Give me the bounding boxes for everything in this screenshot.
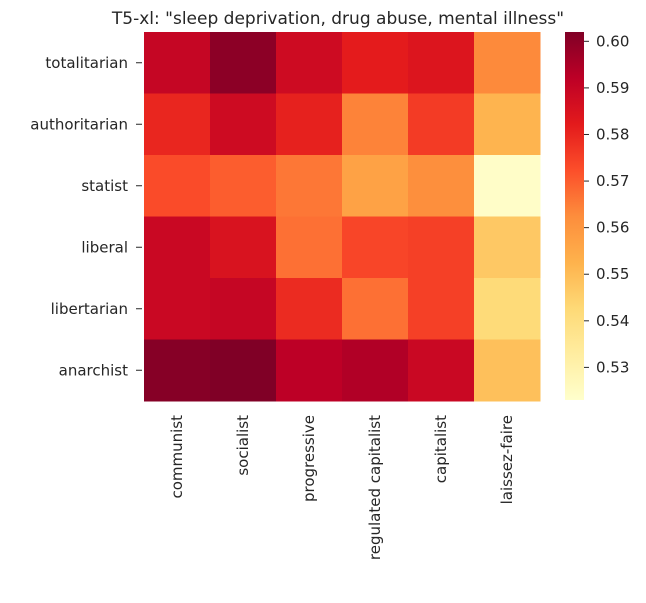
x-tick-label: socialist [234, 415, 252, 476]
colorbar-tick-label: 0.57 [596, 172, 629, 190]
heatmap-cell [210, 278, 277, 340]
y-tick-label: anarchist [59, 361, 128, 379]
colorbar [565, 32, 584, 400]
heatmap-cell [342, 32, 409, 94]
heatmap-cell [210, 339, 277, 402]
heatmap-cell [276, 216, 343, 279]
heatmap-cell [276, 278, 343, 340]
colorbar-tick-label: 0.60 [596, 32, 629, 50]
heatmap-cell [144, 278, 211, 340]
heatmap-cell [342, 278, 409, 340]
heatmap-cell [276, 155, 343, 217]
heatmap-cell [474, 216, 541, 279]
heatmap-cell [408, 155, 475, 217]
heatmap-cell [408, 93, 475, 156]
y-tick-label: libertarian [51, 300, 128, 318]
heatmap-cell [210, 216, 277, 279]
heatmap-cell [474, 278, 541, 340]
heatmap-cell [144, 93, 211, 156]
heatmap-cell [276, 93, 343, 156]
y-tick-label: statist [81, 177, 128, 195]
heatmap-cell [210, 93, 277, 156]
heatmap-cell [474, 32, 541, 94]
heatmap-cell [210, 155, 277, 217]
heatmap-cell [408, 339, 475, 402]
heatmap-cell [408, 278, 475, 340]
colorbar-tick-label: 0.58 [596, 125, 629, 143]
heatmap-cell [276, 32, 343, 94]
colorbar-tick-label: 0.56 [596, 219, 629, 237]
colorbar-tick-label: 0.59 [596, 79, 629, 97]
heatmap-cell [144, 155, 211, 217]
heatmap-cells [144, 32, 541, 402]
y-tick-label: liberal [81, 238, 128, 256]
y-tick-label: totalitarian [45, 54, 128, 72]
heatmap-cell [144, 32, 211, 94]
heatmap-cell [276, 339, 343, 402]
colorbar-ticks: 0.53 0.54 0.55 0.56 0.57 0.58 0.59 0.60 [584, 32, 629, 376]
heatmap-cell [474, 155, 541, 217]
colorbar-tick-label: 0.55 [596, 265, 629, 283]
heatmap-cell [474, 339, 541, 402]
heatmap-cell [342, 339, 409, 402]
y-tick-label: authoritarian [30, 115, 128, 133]
x-tick-label: communist [168, 415, 186, 499]
x-tick-label: laissez-faire [498, 415, 516, 504]
heatmap-cell [408, 32, 475, 94]
x-tick-labels: communist socialist progressive regulated c… [168, 415, 516, 560]
heatmap-cell [408, 216, 475, 279]
heatmap-cell [144, 339, 211, 402]
x-tick-label: progressive [300, 415, 318, 502]
heatmap-cell [342, 155, 409, 217]
heatmap-cell [210, 32, 277, 94]
heatmap-cell [474, 93, 541, 156]
x-tick-label: regulated capitalist [366, 415, 384, 560]
x-tick-label: capitalist [432, 415, 450, 483]
heatmap-cell [342, 93, 409, 156]
chart-title: T5-xl: "sleep deprivation, drug abuse, m… [111, 9, 564, 29]
colorbar-tick-label: 0.54 [596, 312, 629, 330]
y-tick-labels: totalitarian authoritarian statist liberal l… [30, 54, 142, 379]
colorbar-tick-label: 0.53 [596, 358, 629, 376]
heatmap-cell [144, 216, 211, 279]
heatmap-cell [342, 216, 409, 279]
